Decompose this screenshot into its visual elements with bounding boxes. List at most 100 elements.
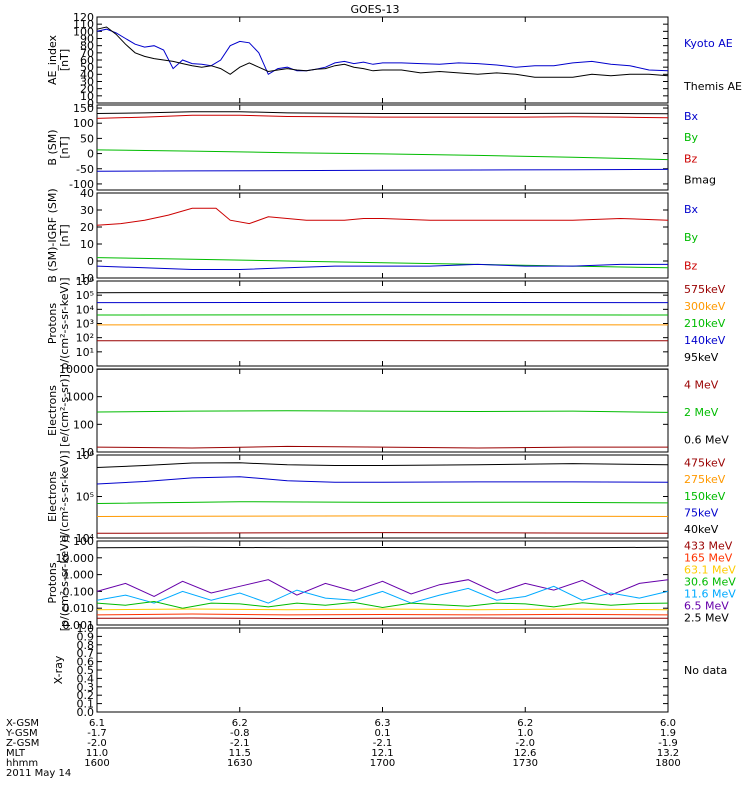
y-tick-label: 90: [80, 33, 94, 46]
legend-entry-300kev: 300keV: [684, 300, 726, 313]
y-tick-label: 40: [80, 187, 94, 200]
y-tick-label: 0.1: [77, 698, 95, 711]
series-line-themis-ae: [96, 26, 669, 78]
series-line-bmag: [96, 111, 669, 115]
y-tick-label: 70: [80, 47, 94, 60]
x-row-value: 0.1: [375, 728, 391, 739]
x-row-value: -2.0: [515, 738, 535, 749]
legend-entry-63-1-mev: 63.1 MeV: [684, 563, 736, 576]
y-tick-label: 1000: [66, 391, 94, 404]
y-tick-label: 20: [80, 221, 94, 234]
series-line-433-mev: [96, 617, 668, 620]
y-axis-label: p/(cm²-s-sr-keV)]: [58, 277, 71, 369]
series-line-30-6-mev: [96, 600, 669, 609]
series-line-bz: [96, 207, 669, 226]
legend-entry-210kev: 210keV: [684, 317, 726, 330]
y-axis-label: [nT]: [58, 224, 71, 246]
legend-entry-2-mev: 2 MeV: [684, 406, 719, 419]
chart-title: GOES-13: [350, 3, 399, 16]
y-tick-label: 0.6: [77, 656, 95, 669]
y-tick-label: 0.2: [77, 689, 95, 702]
legend-entry-140kev: 140keV: [684, 334, 726, 347]
y-tick-label: 30: [80, 204, 94, 217]
y-tick-label: 10.000: [56, 552, 95, 565]
y-tick-label: 10⁶: [76, 449, 95, 462]
y-axis-label: Protons: [46, 562, 59, 603]
panel-frame: [96, 104, 669, 191]
x-row-value: -2.1: [373, 738, 393, 749]
y-tick-label: 100: [73, 535, 94, 548]
y-tick-label: 0.8: [77, 639, 95, 652]
y-tick-label: 50: [80, 132, 94, 145]
series-line-6-5-mev: [96, 579, 669, 598]
y-axis-label: AE_index: [46, 34, 59, 85]
legend-entry-165-mev: 165 MeV: [684, 551, 733, 564]
no-data-note: No data: [684, 664, 727, 677]
series-line-63-1-mev: [96, 608, 669, 611]
legend-entry-bx: Bx: [684, 203, 699, 216]
legend-entry-0-6-mev: 0.6 MeV: [684, 434, 729, 447]
legend-entry-by: By: [684, 131, 699, 144]
y-tick-label: 10⁴: [76, 303, 95, 316]
x-row-value: 6.3: [375, 718, 391, 729]
series-line-40kev: [96, 462, 669, 468]
legend-entry-bx: Bx: [684, 110, 699, 123]
legend-entry-475kev: 475keV: [684, 457, 726, 470]
y-tick-label: 0: [87, 148, 94, 161]
y-tick-label: 60: [80, 54, 94, 67]
y-tick-label: 80: [80, 40, 94, 53]
y-tick-label: 10⁴: [76, 532, 95, 545]
legend-entry-30-6-mev: 30.6 MeV: [684, 575, 736, 588]
legend-entry-themis-ae: Themis AE: [683, 80, 742, 93]
y-tick-label: 20: [80, 83, 94, 96]
legend-entry-40kev: 40keV: [684, 523, 719, 536]
series-line-kyoto-ae: [96, 28, 669, 76]
x-row-label: Z-GSM: [6, 738, 39, 749]
series-line-275kev: [96, 515, 669, 517]
y-axis-label: [e/(cm²-s-sr)]: [58, 374, 71, 447]
x-row-value: -1.9: [658, 738, 678, 749]
date-label: 2011 May 14: [6, 768, 71, 779]
x-row-value: 11.0: [86, 748, 108, 759]
y-tick-label: -50: [76, 163, 94, 176]
y-tick-label: 100: [73, 418, 94, 431]
panel-frame: [96, 192, 669, 279]
x-row-value: -0.8: [230, 728, 250, 739]
y-tick-label: 30: [80, 76, 94, 89]
legend-entry-150kev: 150keV: [684, 490, 726, 503]
panel-frame: [96, 627, 669, 713]
legend-entry-75kev: 75keV: [684, 506, 719, 519]
x-row-value: 1630: [227, 758, 252, 769]
y-tick-label: 1.000: [63, 569, 95, 582]
y-tick-label: 50: [80, 61, 94, 74]
legend-entry-433-mev: 433 MeV: [684, 539, 733, 552]
y-axis-label: [p/(cm²-s-sr-keV)]: [58, 535, 71, 632]
y-tick-label: 0.010: [63, 602, 95, 615]
y-tick-label: 40: [80, 68, 94, 81]
panel-protons_high: 0.001 0.010 0.100 1.000 10.000 100 Protons [p/(…: [46, 535, 736, 632]
x-row-value: -2.1: [230, 738, 250, 749]
y-tick-label: 0.4: [77, 672, 95, 685]
y-axis-label: Protons: [46, 303, 59, 344]
series-line-165-mev: [96, 613, 669, 616]
y-tick-label: 0.100: [63, 585, 95, 598]
legend-entry-95kev: 95keV: [684, 351, 719, 364]
x-row-label: MLT: [6, 748, 26, 759]
series-line-11-6-mev: [96, 585, 669, 604]
series-line-150kev: [96, 501, 669, 504]
y-tick-label: 120: [73, 11, 94, 24]
x-row-value: 1800: [655, 758, 680, 769]
series-line-bx: [96, 263, 668, 270]
x-row-value: -1.7: [87, 728, 107, 739]
y-tick-label: 0.9: [77, 630, 95, 643]
legend-entry-275kev: 275keV: [684, 473, 726, 486]
y-tick-label: 10⁵: [76, 491, 94, 504]
y-axis-label: Electrons: [46, 471, 59, 522]
series-line-by: [96, 149, 669, 161]
y-axis-label: X-ray: [52, 655, 65, 684]
y-tick-label: 0: [87, 255, 94, 268]
series-line-2-mev: [96, 410, 669, 413]
